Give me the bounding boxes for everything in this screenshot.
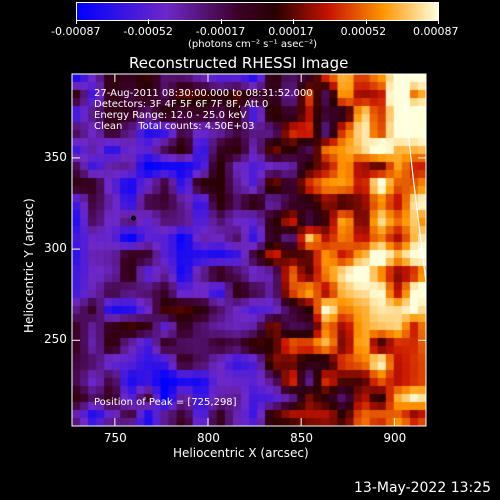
y-tick-label: 300 — [44, 241, 67, 256]
heatmap-image — [72, 74, 426, 426]
y-tick-label: 250 — [44, 332, 67, 347]
x-tick-label: 750 — [103, 431, 127, 445]
colorbar-border — [76, 2, 439, 21]
colorbar-tick-label: 0.00017 — [268, 25, 314, 38]
colorbar-tick-label: -0.00087 — [51, 25, 101, 38]
info-energy: Energy Range: 12.0 - 25.0 keV — [94, 110, 247, 121]
colorbar-tick-mark — [293, 19, 295, 24]
y-axis-label: Heliocentric Y (arcsec) — [22, 198, 36, 333]
colorbar-tick-mark — [438, 19, 439, 24]
x-axis-label: Heliocentric X (arcsec) — [173, 446, 309, 460]
info-block: 27-Aug-2011 08:30:00.000 to 08:31:52.000… — [94, 88, 313, 132]
colorbar-units: (photons cm⁻² s⁻¹ asec⁻²) — [188, 39, 318, 50]
colorbar-tick-mark — [148, 19, 150, 24]
info-clean: Clean Total counts: 4.50E+03 — [94, 121, 255, 132]
colorbar-tick-label: -0.00052 — [123, 25, 173, 38]
y-tick-label: 350 — [44, 149, 67, 164]
colorbar-tick-label: -0.00017 — [195, 25, 246, 38]
x-tick-label: 850 — [290, 431, 314, 445]
colorbar-tick-mark — [76, 19, 77, 24]
peak-marker — [130, 215, 136, 221]
chart-title: Reconstructed RHESSI Image — [129, 54, 349, 72]
x-tick-label: 800 — [197, 431, 220, 445]
peak-position-label: Position of Peak = [725,298] — [94, 397, 237, 408]
info-detectors: Detectors: 3F 4F 5F 6F 7F 8F, Att 0 — [94, 99, 269, 110]
colorbar-tick-label: 0.00052 — [340, 25, 387, 38]
info-time-range: 27-Aug-2011 08:30:00.000 to 08:31:52.000 — [94, 88, 313, 99]
footer-date: 13-May-2022 13:25 — [354, 480, 492, 496]
colorbar-tick-mark — [365, 19, 367, 24]
plot-frame — [71, 73, 427, 427]
solar-limb-line — [401, 73, 427, 282]
colorbar — [76, 2, 438, 20]
colorbar-tick-mark — [220, 19, 222, 24]
colorbar-tick-label: 0.00087 — [413, 25, 459, 38]
x-tick-label: 900 — [383, 431, 407, 445]
